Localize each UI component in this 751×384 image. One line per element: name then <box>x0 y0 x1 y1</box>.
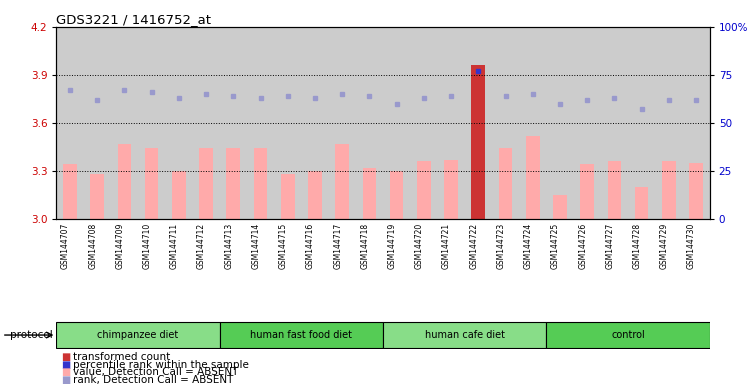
Bar <box>655 27 683 219</box>
Bar <box>662 161 676 219</box>
Bar <box>56 322 219 348</box>
Bar <box>635 187 648 219</box>
Text: GSM144717: GSM144717 <box>333 223 342 269</box>
Text: transformed count: transformed count <box>73 352 170 362</box>
Bar <box>363 168 376 219</box>
Bar <box>301 27 328 219</box>
Bar <box>63 164 77 219</box>
Bar <box>547 27 574 219</box>
Bar <box>683 27 710 219</box>
Text: GSM144709: GSM144709 <box>116 223 125 269</box>
Text: GSM144716: GSM144716 <box>306 223 315 269</box>
Text: ■: ■ <box>61 367 70 377</box>
Text: GSM144728: GSM144728 <box>632 223 641 269</box>
Text: GSM144726: GSM144726 <box>578 223 587 269</box>
Bar <box>118 144 131 219</box>
Bar <box>199 149 213 219</box>
Bar <box>356 27 383 219</box>
Text: percentile rank within the sample: percentile rank within the sample <box>73 360 249 370</box>
Text: GSM144729: GSM144729 <box>660 223 669 269</box>
Bar <box>526 136 539 219</box>
Bar <box>689 163 703 219</box>
Bar <box>519 27 546 219</box>
Bar <box>138 27 165 219</box>
Bar <box>83 27 111 219</box>
Text: GSM144719: GSM144719 <box>388 223 397 269</box>
Text: GDS3221 / 1416752_at: GDS3221 / 1416752_at <box>56 13 211 26</box>
Text: control: control <box>611 330 645 340</box>
Bar <box>601 27 628 219</box>
Bar <box>472 65 485 219</box>
Bar <box>90 174 104 219</box>
Bar <box>219 322 383 348</box>
Bar <box>492 27 519 219</box>
Text: GSM144723: GSM144723 <box>496 223 505 269</box>
Bar <box>417 161 430 219</box>
Text: GSM144715: GSM144715 <box>279 223 288 269</box>
Bar <box>111 27 138 219</box>
Bar <box>608 161 621 219</box>
Bar <box>390 171 403 219</box>
Bar <box>192 27 219 219</box>
Text: GSM144718: GSM144718 <box>360 223 369 269</box>
Text: human cafe diet: human cafe diet <box>424 330 505 340</box>
Text: rank, Detection Call = ABSENT: rank, Detection Call = ABSENT <box>73 375 234 384</box>
Bar <box>547 322 710 348</box>
Text: GSM144707: GSM144707 <box>61 223 70 269</box>
Bar <box>165 27 192 219</box>
Bar <box>145 149 158 219</box>
Bar <box>445 160 458 219</box>
Text: GSM144730: GSM144730 <box>687 223 696 269</box>
Bar <box>465 27 492 219</box>
Bar <box>254 149 267 219</box>
Bar <box>274 27 301 219</box>
Text: GSM144724: GSM144724 <box>523 223 532 269</box>
Bar <box>219 27 247 219</box>
Bar <box>383 27 410 219</box>
Bar <box>499 149 512 219</box>
Text: ■: ■ <box>61 360 70 370</box>
Bar <box>628 27 655 219</box>
Bar <box>172 171 185 219</box>
Text: human fast food diet: human fast food diet <box>250 330 352 340</box>
Bar <box>281 174 294 219</box>
Text: GSM144710: GSM144710 <box>143 223 152 269</box>
Text: GSM144711: GSM144711 <box>170 223 179 269</box>
Text: GSM144722: GSM144722 <box>469 223 478 269</box>
Text: GSM144713: GSM144713 <box>225 223 234 269</box>
Bar <box>328 27 356 219</box>
Text: GSM144721: GSM144721 <box>442 223 451 269</box>
Bar <box>247 27 274 219</box>
Text: GSM144714: GSM144714 <box>252 223 261 269</box>
Bar <box>308 171 321 219</box>
Bar <box>56 27 83 219</box>
Text: ■: ■ <box>61 352 70 362</box>
Text: GSM144725: GSM144725 <box>551 223 560 269</box>
Bar <box>336 144 349 219</box>
Bar <box>581 164 594 219</box>
Bar <box>437 27 465 219</box>
Text: GSM144708: GSM144708 <box>88 223 97 269</box>
Text: ■: ■ <box>61 375 70 384</box>
Text: protocol: protocol <box>10 330 53 340</box>
Text: GSM144712: GSM144712 <box>197 223 206 269</box>
Bar <box>553 195 567 219</box>
Text: GSM144720: GSM144720 <box>415 223 424 269</box>
Bar <box>410 27 437 219</box>
Text: value, Detection Call = ABSENT: value, Detection Call = ABSENT <box>73 367 238 377</box>
Bar <box>383 322 547 348</box>
Bar <box>227 149 240 219</box>
Text: chimpanzee diet: chimpanzee diet <box>98 330 179 340</box>
Text: GSM144727: GSM144727 <box>605 223 614 269</box>
Bar <box>574 27 601 219</box>
